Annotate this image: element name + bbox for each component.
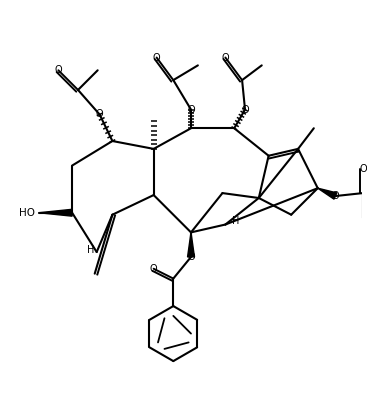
Text: O: O [241,105,249,114]
Text: O: O [55,65,62,75]
Text: O: O [332,191,339,201]
Polygon shape [39,209,72,216]
Text: O: O [222,53,229,63]
Text: HO: HO [19,208,35,218]
Text: O: O [187,105,195,114]
Text: O: O [96,109,103,120]
Polygon shape [318,188,337,199]
Text: H: H [232,215,239,226]
Polygon shape [188,232,195,257]
Text: O: O [187,252,195,262]
Text: O: O [359,164,367,173]
Text: O: O [153,53,160,63]
Text: O: O [150,264,157,274]
Text: H: H [87,245,94,255]
